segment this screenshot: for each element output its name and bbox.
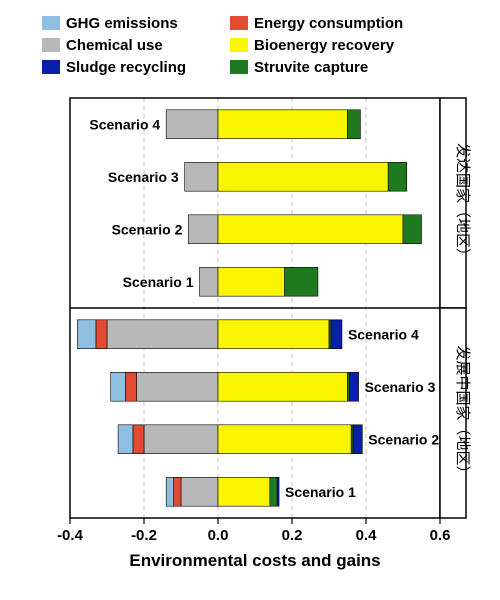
x-tick-label: 0.4 [356,527,378,544]
bar-segment [403,215,422,244]
legend-swatch [42,60,60,74]
legend-label: GHG emissions [66,15,178,32]
environmental-costs-chart: GHG emissions Energy consumption Chemical … [0,0,500,600]
bar-segment [270,477,277,506]
legend-label: Sludge recycling [66,59,186,76]
row-label: Scenario 4 [348,326,419,342]
legend-swatch [42,16,60,30]
bar-segment [111,372,126,401]
bar-segment [174,477,181,506]
bar-segment [348,110,361,139]
legend-label: Energy consumption [254,15,403,32]
bar-segment [200,267,219,296]
bar-segment [218,320,329,349]
bar-segment [118,425,133,454]
bar-segment [133,425,144,454]
legend-swatch [230,38,248,52]
legend-swatch [42,38,60,52]
row-label: Scenario 3 [108,169,179,185]
panel-title: 发展中国家（地区） [454,345,471,480]
row-label: Scenario 2 [368,431,439,447]
bar-segment [137,372,218,401]
bar-segment [218,110,348,139]
x-tick-label: 0.2 [282,527,303,544]
bar-segment [166,477,173,506]
legend-swatch [230,60,248,74]
bar-segment [185,162,218,191]
bar-segment [218,477,270,506]
x-tick-label: -0.2 [131,527,157,544]
x-tick-label: -0.4 [57,527,84,544]
bar-segment [188,215,218,244]
bar-segment [166,110,218,139]
row-label: Scenario 1 [123,274,194,290]
x-axis-title: Environmental costs and gains [129,551,380,570]
legend-label: Bioenergy recovery [254,37,395,54]
legend-label: Struvite capture [254,59,368,76]
bar-segment [331,320,342,349]
bar-segment [144,425,218,454]
row-label: Scenario 3 [365,379,436,395]
bar-segment [181,477,218,506]
bar-segment [349,372,358,401]
x-tick-label: 0.6 [430,527,451,544]
bar-segment [107,320,218,349]
row-label: Scenario 4 [89,116,160,132]
row-label: Scenario 1 [285,484,356,500]
panel-title: 发达国家（地区） [454,143,471,263]
row-label: Scenario 2 [112,221,183,237]
bar-segment [96,320,107,349]
bar-segment [218,372,348,401]
bar-segment [353,425,362,454]
bar-segment [218,162,388,191]
bar-segment [285,267,318,296]
bar-segment [126,372,137,401]
bar-segment [77,320,96,349]
bar-segment [277,477,279,506]
bar-segment [218,215,403,244]
bar-segment [218,267,285,296]
bar-segment [388,162,407,191]
bar-segment [218,425,351,454]
legend-swatch [230,16,248,30]
x-tick-label: 0.0 [208,527,229,544]
legend-label: Chemical use [66,37,163,54]
